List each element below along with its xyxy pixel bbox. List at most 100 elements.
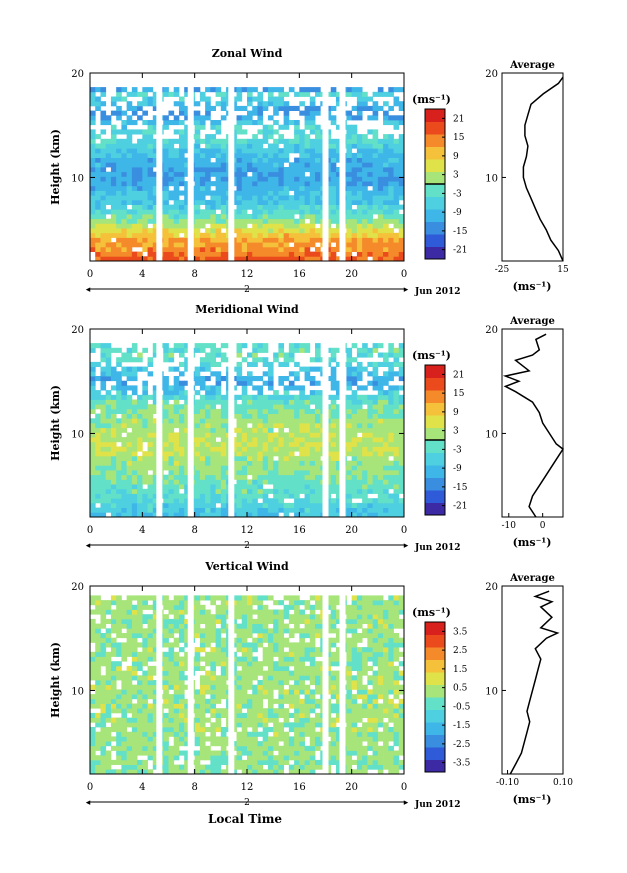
heatmap-cell: [393, 408, 400, 414]
heatmap-cell: [288, 394, 295, 400]
heatmap-cell: [163, 689, 169, 695]
heatmap-cell: [299, 214, 305, 220]
heatmap-cell: [377, 167, 384, 173]
heatmap-cell: [330, 357, 337, 363]
heatmap-cell: [346, 366, 353, 372]
heatmap-cell: [126, 251, 133, 257]
heatmap-cell: [126, 228, 133, 234]
heatmap-cell: [194, 488, 201, 494]
heatmap-cell: [215, 181, 222, 187]
heatmap-cell: [236, 157, 243, 163]
heatmap-cell: [205, 684, 211, 690]
heatmap-cell: [393, 404, 400, 410]
heatmap-cell: [116, 745, 122, 751]
heatmap-cell: [288, 385, 295, 391]
heatmap-cell: [147, 689, 154, 695]
heatmap-cell: [194, 218, 201, 224]
heatmap-cell: [278, 474, 285, 480]
heatmap-cell: [210, 251, 216, 257]
heatmap-cell: [194, 162, 201, 168]
heatmap-cell: [152, 352, 159, 358]
heatmap-cell: [315, 703, 321, 709]
heatmap-cell: [252, 218, 258, 224]
heatmap-cell: [377, 694, 384, 700]
heatmap-cell: [335, 437, 342, 443]
heatmap-cell: [252, 357, 258, 363]
heatmap-cell: [105, 223, 112, 229]
heatmap-cell: [137, 498, 143, 504]
heatmap-cell: [351, 423, 358, 429]
heatmap-cell: [267, 232, 274, 238]
heatmap-cell: [178, 167, 185, 173]
heatmap-cell: [372, 171, 379, 177]
heatmap-cell: [398, 703, 405, 709]
heatmap-cell: [116, 703, 122, 709]
heatmap-cell: [199, 167, 206, 173]
heatmap-cell: [110, 502, 117, 508]
heatmap-cell: [205, 134, 211, 140]
heatmap-cell: [147, 101, 154, 107]
heatmap-cell: [121, 87, 128, 93]
heatmap-cell: [356, 251, 363, 257]
heatmap-cell: [372, 404, 379, 410]
heatmap-cell: [351, 745, 358, 751]
heatmap-cell: [315, 689, 321, 695]
heatmap-cell: [95, 214, 101, 220]
heatmap-cell: [131, 722, 138, 728]
heatmap-cell: [330, 741, 337, 747]
heatmap-cell: [220, 727, 227, 733]
heatmap-cell: [210, 465, 216, 471]
heatmap-cell: [330, 376, 337, 382]
heatmap-cell: [131, 242, 138, 248]
heatmap-cell: [90, 228, 96, 234]
heatmap-cell: [105, 143, 112, 149]
heatmap-cell: [315, 502, 321, 508]
heatmap-cell: [236, 437, 243, 443]
heatmap-cell: [142, 157, 148, 163]
heatmap-cell: [215, 152, 222, 158]
heatmap-cell: [194, 493, 201, 499]
heatmap-cell: [309, 694, 316, 700]
heatmap-cell: [299, 209, 305, 215]
heatmap-cell: [90, 138, 96, 144]
heatmap-cell: [351, 750, 358, 756]
heatmap-cell: [283, 708, 290, 714]
heatmap-cell: [247, 712, 253, 718]
heatmap-cell: [194, 204, 201, 210]
heatmap-cell: [351, 708, 358, 714]
heatmap-cell: [252, 769, 258, 775]
heatmap-cell: [168, 91, 175, 97]
heatmap-cell: [110, 474, 117, 480]
heatmap-cell: [351, 152, 358, 158]
heatmap-cell: [95, 484, 101, 490]
heatmap-cell: [215, 488, 222, 494]
heatmap-cell: [199, 460, 206, 466]
heatmap-cell: [220, 218, 227, 224]
heatmap-cell: [288, 404, 295, 410]
heatmap-cell: [283, 432, 290, 438]
heatmap-cell: [116, 694, 122, 700]
heatmap-cell: [346, 246, 353, 252]
heatmap-cell: [199, 347, 206, 353]
heatmap-cell: [398, 343, 405, 349]
heatmap-cell: [252, 246, 258, 252]
heatmap-cell: [262, 470, 269, 476]
heatmap-cell: [168, 712, 175, 718]
heatmap-cell: [205, 727, 211, 733]
heatmap-cell: [121, 242, 128, 248]
heatmap-cell: [257, 228, 264, 234]
heatmap-cell: [90, 214, 96, 220]
heatmap-cell: [393, 87, 400, 93]
heatmap-cell: [199, 357, 206, 363]
heatmap-cell: [299, 199, 305, 205]
heatmap-cell: [121, 404, 128, 410]
heatmap-cell: [304, 488, 311, 494]
heatmap-cell: [393, 256, 400, 262]
heatmap-cell: [330, 684, 337, 690]
heatmap-cell: [330, 689, 337, 695]
heatmap-cell: [283, 465, 290, 471]
heatmap-cell: [205, 479, 211, 485]
heatmap-cell: [252, 185, 258, 191]
heatmap-cell: [294, 371, 300, 377]
heatmap-cell: [267, 437, 274, 443]
